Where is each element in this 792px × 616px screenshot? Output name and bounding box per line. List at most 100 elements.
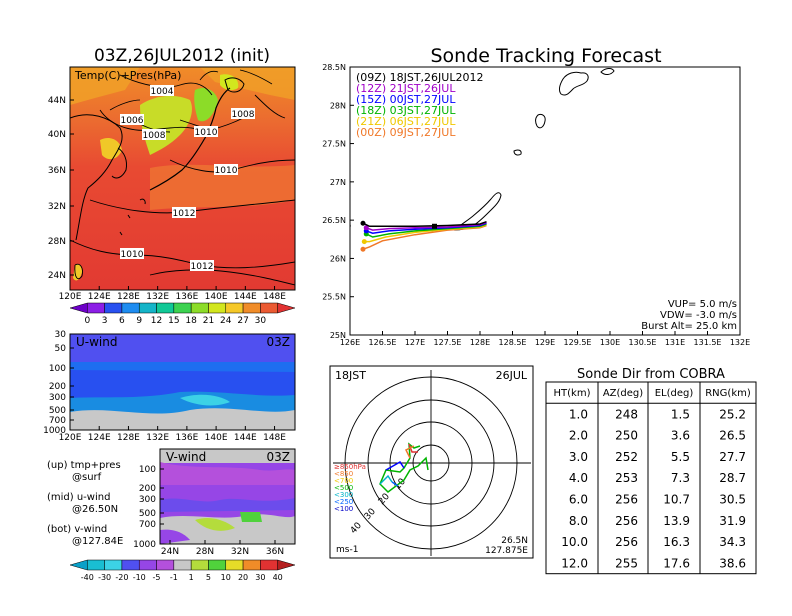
note-line: @surf <box>72 472 102 483</box>
contour-label: 1010 <box>215 166 238 176</box>
colorbar-swatch <box>190 559 209 571</box>
y-tick-label: 200 <box>139 484 156 494</box>
island-outline <box>535 113 546 129</box>
colorbar-swatch <box>242 559 261 571</box>
table-cell: 248 <box>615 407 638 421</box>
contour-label: 1004 <box>151 87 174 97</box>
colorbar-tick-label: 12 <box>151 316 162 326</box>
wind-colorbar: -40 -30 -20 -10 -5 -1 1 5 10 20 30 40 <box>69 559 296 582</box>
table-cell: 17.6 <box>663 556 690 570</box>
track-line <box>362 224 487 250</box>
x-tick-label: 120E <box>59 433 82 443</box>
y-tick-label: 36N <box>48 166 66 176</box>
legend-entry: (00Z) 09JST,27JUL <box>356 126 456 139</box>
polar-legend-entry: ≥850hPa <box>334 463 366 471</box>
colorbar-swatch <box>69 559 88 571</box>
x-tick-label: 24N <box>161 547 179 557</box>
isobar <box>74 263 83 280</box>
contour-label: 1010 <box>121 250 144 260</box>
table-cell: 16.3 <box>663 535 690 549</box>
polar-legend-entry: <300 <box>334 491 353 499</box>
u-wind-label: U-wind <box>76 335 117 349</box>
y-tick-label: 32N <box>48 202 66 212</box>
x-tick-label: 148E <box>263 433 286 443</box>
contour-label: 1010 <box>195 128 218 138</box>
cold-land <box>194 88 218 122</box>
coastline <box>111 147 127 179</box>
table-cell: 5.5 <box>671 450 690 464</box>
x-tick-label: 136E <box>175 433 198 443</box>
v-wind-frame <box>159 448 296 545</box>
table-cell: 34.3 <box>719 535 746 549</box>
launch-point <box>363 225 369 231</box>
island-outline <box>600 68 615 75</box>
colorbar-tick-label: 0 <box>84 316 90 326</box>
x-tick-label: 129.5E <box>564 338 592 347</box>
coastline <box>109 69 273 111</box>
temp-map-frame <box>69 66 296 291</box>
colorbar-tick-label: 18 <box>185 316 197 326</box>
legend-entry: (18Z) 03JST,27JUL <box>356 104 456 117</box>
isobar <box>254 94 286 119</box>
panel-notes: (up) tmp+pres @surf (mid) u-wind @26.50N… <box>47 460 123 547</box>
x-tick-label: 136E <box>175 292 198 302</box>
coastline <box>119 198 146 236</box>
coastline <box>149 87 231 191</box>
colorbar-swatch <box>260 302 278 314</box>
y-tick-label: 27N <box>330 178 346 187</box>
x-tick-label: 148E <box>263 292 286 302</box>
colorbar-swatch <box>260 559 278 571</box>
x-tick-label: 28N <box>196 547 214 557</box>
colorbar-tick-label: 21 <box>203 316 214 326</box>
isobar <box>149 269 295 286</box>
colorbar-tick-label: 9 <box>136 316 142 326</box>
table-cell: 6.0 <box>569 493 588 507</box>
x-tick-label: 126.5E <box>369 338 397 347</box>
contour-labels: 1004 1006 1008 1008 1010 1010 1012 1010 … <box>120 85 255 272</box>
y-tick-label: 200 <box>49 382 66 392</box>
y-tick-label: 100 <box>139 465 156 475</box>
table-cell: 8.0 <box>569 514 588 528</box>
table-cell: 3.0 <box>569 450 588 464</box>
note-line: (up) tmp+pres <box>47 460 121 471</box>
island-outline <box>559 71 589 96</box>
colorbar-tick-label: 30 <box>255 573 265 582</box>
u-wind-xticks: 120E 124E 128E 132E 136E 140E 144E 148E <box>59 426 286 443</box>
table-cell: 256 <box>615 514 638 528</box>
annotation-vdw: VDW= -3.0 m/s <box>660 310 737 321</box>
colorbar-swatch <box>277 302 296 314</box>
polar-time-label: 18JST <box>335 369 366 382</box>
x-tick-label: 144E <box>234 292 257 302</box>
colorbar-tick-label: 27 <box>237 316 248 326</box>
x-tick-label: 127E <box>405 338 425 347</box>
colorbar-swatch <box>156 302 175 314</box>
cold-land <box>140 95 192 155</box>
contour-label: 1008 <box>143 131 166 141</box>
y-tick-label: 30 <box>55 330 67 340</box>
u-wind-band <box>70 334 295 362</box>
table-cell: 253 <box>615 471 638 485</box>
colorbar-swatch <box>138 302 157 314</box>
v-wind-band <box>160 462 295 485</box>
u-wind-band <box>180 394 230 406</box>
colorbar-swatch <box>156 559 175 571</box>
colorbar-tick-label: 3 <box>102 316 108 326</box>
colorbar-swatch <box>173 302 192 314</box>
launch-point <box>360 220 366 226</box>
contour-label: 1012 <box>191 262 214 272</box>
temp-colorbar: 0 3 6 9 12 15 18 21 24 27 30 <box>69 302 296 326</box>
table-cell: 1.5 <box>671 407 690 421</box>
tracking-yticks: 25N 25.5N 26N 26.5N 27N 27.5N 28N 28.5N <box>322 63 354 340</box>
y-tick-label: 44N <box>48 96 66 106</box>
polar-legend-entry: <700 <box>334 477 353 485</box>
table-cell: 250 <box>615 429 638 443</box>
x-tick-label: 124E <box>88 292 111 302</box>
x-tick-label: 130.5E <box>629 338 657 347</box>
x-tick-label: 126E <box>340 338 360 347</box>
x-tick-label: 132E <box>146 433 169 443</box>
polar-legend-entry: <500 <box>334 484 353 492</box>
tracking-annotations: VUP= 5.0 m/s VDW= -3.0 m/s Burst Alt= 25… <box>641 299 737 332</box>
polar-date-label: 26JUL <box>496 369 528 382</box>
y-tick-label: 25N <box>330 331 346 340</box>
